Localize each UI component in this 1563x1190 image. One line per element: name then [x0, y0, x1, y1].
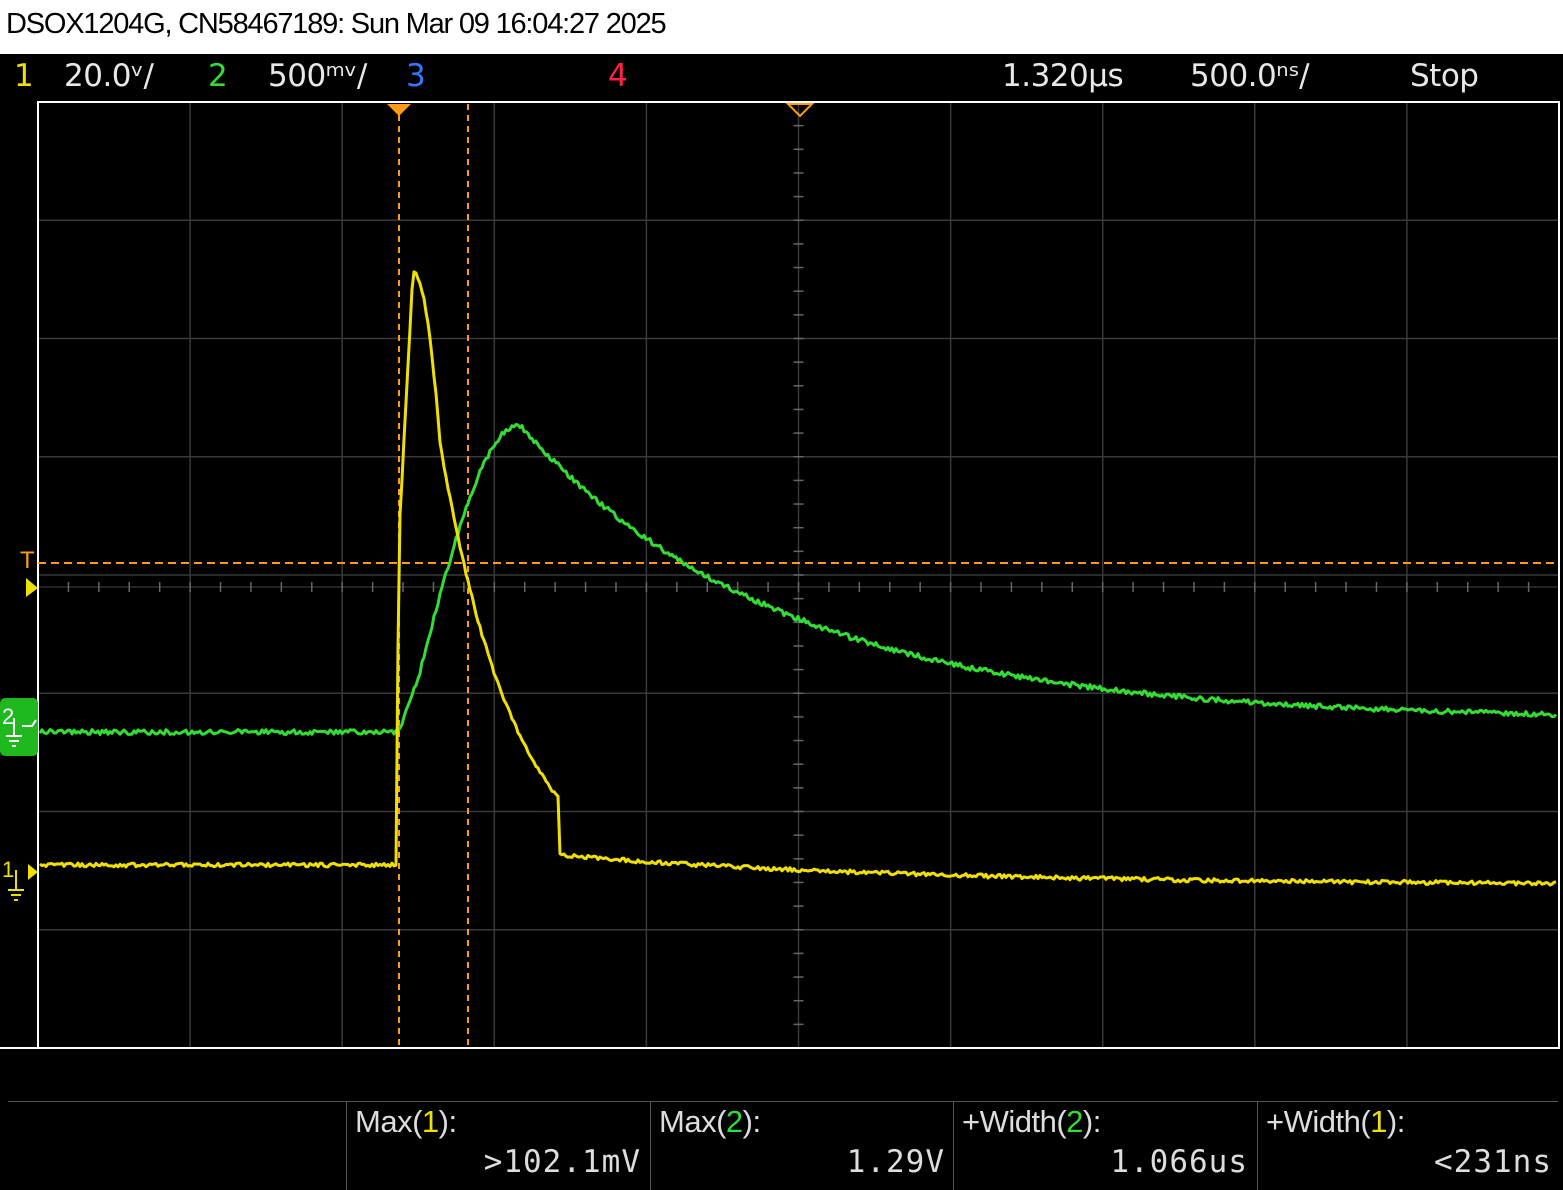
trigger-marker-label: T	[20, 547, 35, 574]
graticule	[38, 102, 1559, 1048]
title-bar: DSOX1204G, CN58467189: Sun Mar 09 16:04:…	[0, 0, 1563, 54]
measurement-width-ch1[interactable]: +Width(1): <231ns	[1257, 1102, 1560, 1190]
instrument-title: DSOX1204G, CN58467189: Sun Mar 09 16:04:…	[6, 8, 665, 41]
channel-1-scale[interactable]: 20.0ᵛ/	[64, 58, 153, 94]
measurement-value: <231ns	[1434, 1144, 1552, 1180]
channel-2-ground-label: 2	[2, 704, 14, 729]
time-delay[interactable]: 1.320µs	[1002, 58, 1123, 94]
channel-bar: 1 20.0ᵛ/ 2 500ᵐᵛ/ 3 4 1.320µs 500.0ⁿˢ/ S…	[0, 54, 1563, 100]
waveform-canvas: T 2 1	[0, 100, 1563, 1052]
time-reference-marker[interactable]	[788, 104, 812, 116]
measurement-value: 1.066us	[1110, 1144, 1248, 1180]
channel-3-label[interactable]: 3	[406, 58, 425, 94]
measurement-label: +Width(1):	[1266, 1104, 1405, 1140]
channel-1-label[interactable]: 1	[14, 58, 33, 94]
channel-2-label[interactable]: 2	[208, 58, 227, 94]
waveform-display[interactable]: T 2 1	[0, 100, 1563, 1052]
measurement-value: 1.29V	[847, 1144, 945, 1180]
channel-1-ground-marker[interactable]: 1	[2, 857, 38, 900]
channel-2-scale[interactable]: 500ᵐᵛ/	[268, 58, 367, 94]
trigger-level-marker[interactable]	[26, 578, 38, 597]
channel-2-ground-marker[interactable]: 2	[0, 698, 38, 756]
run-state[interactable]: Stop	[1410, 58, 1478, 94]
measurement-value: >102.1mV	[484, 1144, 641, 1180]
measurement-max-ch2[interactable]: Max(2): 1.29V	[650, 1102, 953, 1190]
measurement-label: Max(1):	[355, 1104, 457, 1140]
channel-4-label[interactable]: 4	[608, 58, 627, 94]
channel-1-ground-label: 1	[2, 857, 14, 882]
time-scale[interactable]: 500.0ⁿˢ/	[1190, 58, 1309, 94]
trigger-position-marker[interactable]	[387, 104, 411, 116]
measurement-max-ch1[interactable]: Max(1): >102.1mV	[346, 1102, 649, 1190]
measurement-width-ch2[interactable]: +Width(2): 1.066us	[953, 1102, 1256, 1190]
measurement-label: +Width(2):	[962, 1104, 1101, 1140]
measurement-label: Max(2):	[659, 1104, 761, 1140]
